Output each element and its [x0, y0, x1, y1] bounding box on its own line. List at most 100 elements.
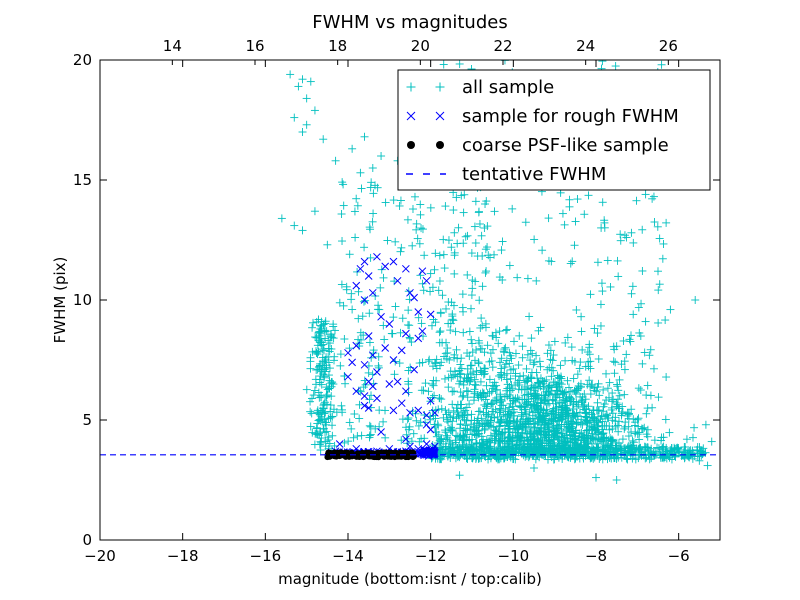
all-sample-point: [322, 327, 331, 336]
all-sample-point: [559, 390, 568, 399]
all-sample-point: [515, 395, 524, 404]
all-sample-point: [547, 387, 556, 396]
all-sample-point: [502, 386, 511, 395]
all-sample-point: [520, 391, 529, 400]
legend-item: all sample: [406, 77, 554, 98]
all-sample-point: [580, 210, 589, 219]
all-sample-point: [497, 354, 506, 363]
all-sample-point: [583, 417, 592, 426]
all-sample-point: [450, 387, 459, 396]
rough-sample-point: [368, 288, 377, 297]
all-sample-point: [367, 178, 376, 187]
all-sample-point: [640, 348, 649, 357]
all-sample-point: [603, 384, 612, 393]
all-sample-point: [548, 356, 557, 365]
all-sample-point: [365, 338, 374, 347]
all-sample-point: [518, 353, 527, 362]
all-sample-point: [310, 440, 319, 449]
all-sample-point: [514, 361, 523, 370]
all-sample-point: [331, 156, 340, 165]
all-sample-point: [586, 357, 595, 366]
all-sample-point: [383, 236, 392, 245]
all-sample-point: [477, 393, 486, 402]
all-sample-point: [593, 422, 602, 431]
all-sample-point: [368, 164, 377, 172]
all-sample-point: [450, 251, 459, 260]
all-sample-point: [662, 373, 671, 382]
all-sample-point: [313, 408, 322, 417]
all-sample-point: [471, 197, 480, 206]
all-sample-point: [347, 424, 356, 433]
all-sample-point: [624, 422, 633, 431]
all-sample-point: [443, 452, 452, 461]
all-sample-point: [688, 433, 697, 442]
all-sample-point: [577, 428, 586, 437]
all-sample-point: [416, 210, 425, 219]
all-sample-point: [602, 410, 611, 419]
rough-sample-point: [377, 312, 385, 321]
all-sample-point: [315, 378, 324, 387]
top-x-tick-label: 24: [576, 37, 595, 55]
y-tick-label: 0: [82, 531, 92, 549]
rough-sample-point: [381, 344, 390, 352]
all-sample-point: [650, 217, 659, 226]
all-sample-point: [654, 393, 663, 402]
all-sample-point: [528, 411, 537, 420]
all-sample-point: [468, 284, 477, 293]
all-sample-point: [571, 426, 580, 435]
all-sample-point: [654, 286, 663, 295]
all-sample-point: [537, 391, 546, 400]
all-sample-point: [306, 364, 315, 373]
all-sample-point: [477, 314, 486, 323]
all-sample-point: [496, 406, 505, 415]
all-sample-point: [302, 385, 311, 394]
all-sample-point: [310, 106, 319, 115]
all-sample-point: [316, 329, 325, 338]
all-sample-point: [483, 243, 492, 252]
all-sample-point: [575, 364, 584, 373]
all-sample-point: [597, 223, 606, 232]
all-sample-point: [321, 367, 330, 376]
all-sample-point: [464, 387, 473, 396]
all-sample-point: [468, 339, 477, 348]
all-sample-point: [563, 376, 572, 385]
all-sample-point: [673, 444, 682, 453]
all-sample-point: [615, 391, 624, 400]
all-sample-point: [540, 377, 549, 386]
all-sample-point: [612, 476, 621, 484]
all-sample-point: [440, 264, 449, 273]
all-sample-point: [561, 356, 570, 365]
all-sample-point: [477, 231, 486, 240]
all-sample-point: [339, 180, 348, 189]
all-sample-point: [474, 359, 483, 368]
all-sample-point: [505, 261, 514, 270]
rough-sample-point: [356, 264, 365, 273]
all-sample-point: [396, 247, 405, 256]
rough-sample-point: [422, 450, 431, 459]
legend-item: sample for rough FWHM: [406, 106, 679, 127]
all-sample-point: [488, 345, 497, 354]
all-sample-point: [495, 422, 504, 431]
all-sample-point: [374, 361, 383, 370]
all-sample-point: [324, 433, 333, 442]
all-sample-point: [410, 192, 419, 201]
all-sample-point: [357, 431, 366, 440]
all-sample-point: [476, 366, 485, 375]
all-sample-point: [482, 404, 491, 413]
all-sample-point: [471, 239, 480, 248]
all-sample-point: [355, 414, 364, 423]
all-sample-point: [593, 406, 602, 415]
all-sample-point: [570, 411, 579, 420]
y-tick-label: 15: [73, 171, 92, 189]
all-sample-point: [649, 364, 658, 373]
all-sample-point: [375, 406, 384, 415]
all-sample-point: [578, 345, 587, 354]
all-sample-point: [326, 407, 335, 416]
all-sample-point: [403, 320, 412, 329]
all-sample-point: [407, 338, 416, 347]
all-sample-point: [389, 196, 398, 205]
all-sample-point: [448, 417, 457, 426]
all-sample-point: [442, 304, 451, 313]
all-sample-point: [405, 333, 414, 342]
all-sample-point: [661, 415, 670, 424]
